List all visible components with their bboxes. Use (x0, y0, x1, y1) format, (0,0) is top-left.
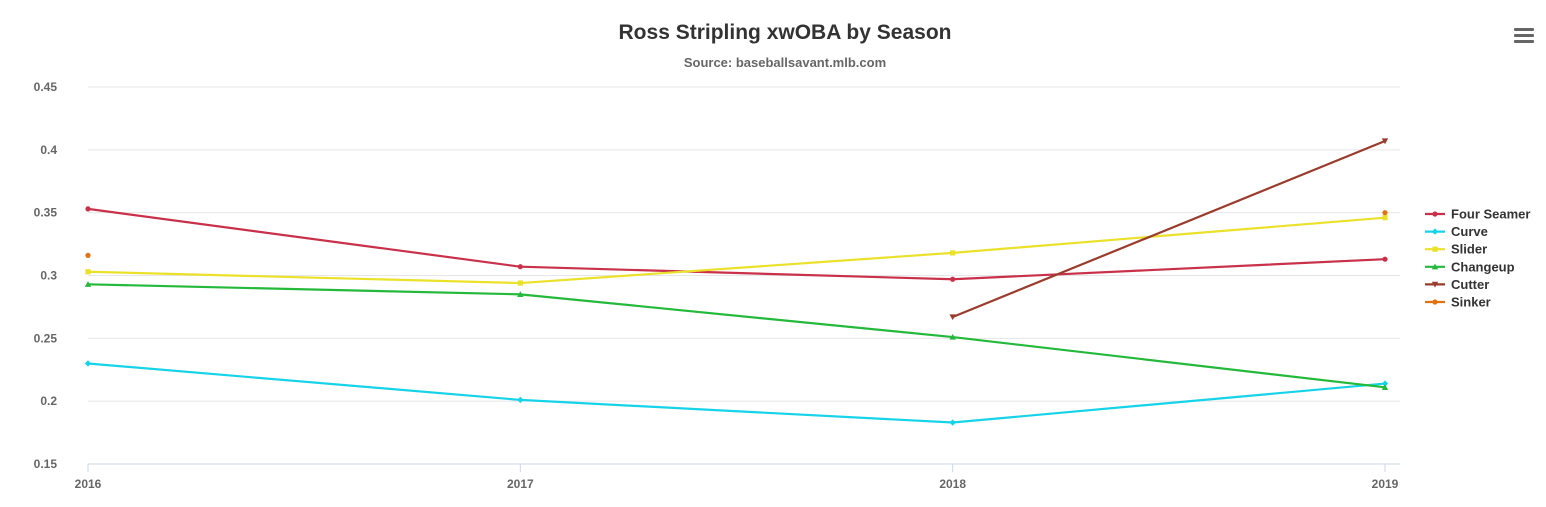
data-point-curve[interactable] (517, 396, 524, 404)
legend-marker-sinker[interactable] (1432, 299, 1438, 305)
legend-item-four-seamer[interactable]: Four Seamer (1425, 207, 1530, 222)
legend-label: Sinker (1451, 295, 1491, 310)
hamburger-menu-icon[interactable] (1514, 28, 1534, 43)
legend-marker-cutter[interactable] (1431, 281, 1439, 288)
series-line-four-seamer[interactable] (87, 207, 1386, 281)
legend-item-slider[interactable]: Slider (1425, 242, 1487, 257)
y-tick-label: 0.35 (34, 206, 58, 220)
data-point-slider[interactable] (517, 280, 523, 286)
series-line-curve[interactable] (87, 362, 1386, 424)
y-tick-label: 0.2 (40, 394, 57, 408)
data-point-slider[interactable] (1382, 215, 1388, 221)
chart-title: Ross Stripling xwOBA by Season (619, 21, 952, 44)
legend-label: Four Seamer (1451, 207, 1530, 222)
data-point-four-seamer[interactable] (1382, 256, 1388, 262)
data-point-slider[interactable] (85, 269, 91, 275)
legend-marker-four-seamer[interactable] (1432, 211, 1438, 217)
data-point-curve[interactable] (1381, 380, 1389, 387)
series-changeup (84, 281, 1389, 390)
legend-marker-curve[interactable] (1431, 228, 1439, 235)
data-point-changeup[interactable] (517, 291, 524, 297)
data-point-four-seamer[interactable] (85, 206, 91, 212)
series-lines (84, 138, 1389, 426)
legend: Four Seamer Curve Slider Changeup Cutter Sink… (1425, 207, 1530, 310)
legend-label: Slider (1451, 242, 1487, 257)
data-point-four-seamer[interactable] (517, 264, 523, 270)
series-sinker (85, 210, 1388, 258)
x-tick-label: 2019 (1372, 477, 1399, 491)
y-tick-label: 0.3 (40, 269, 57, 283)
y-tick-label: 0.25 (34, 331, 58, 345)
data-point-sinker[interactable] (1382, 210, 1388, 216)
legend-item-curve[interactable]: Curve (1425, 224, 1488, 239)
y-tick-label: 0.45 (34, 80, 58, 94)
axes: 0.15 0.2 0.25 0.3 0.35 0.4 0.45 2016 2017 2018 201… (34, 80, 1400, 491)
y-tick-label: 0.15 (34, 457, 58, 471)
data-point-changeup[interactable] (1381, 384, 1389, 390)
series-cutter (949, 138, 1389, 321)
legend-item-cutter[interactable]: Cutter (1425, 277, 1489, 292)
chart-subtitle: Source: baseballsavant.mlb.com (684, 55, 886, 70)
x-tick-label: 2017 (507, 477, 534, 491)
series-line-cutter[interactable] (952, 140, 1386, 318)
series-curve (84, 360, 1389, 426)
legend-label: Curve (1451, 224, 1488, 239)
x-tick-label: 2016 (75, 477, 102, 491)
y-tick-label: 0.4 (40, 143, 57, 157)
data-point-curve[interactable] (84, 360, 92, 367)
data-point-cutter[interactable] (949, 314, 956, 321)
legend-label: Cutter (1451, 277, 1489, 292)
data-point-four-seamer[interactable] (950, 276, 956, 282)
series-line-changeup[interactable] (87, 283, 1386, 389)
x-tick-label: 2018 (939, 477, 966, 491)
series-four-seamer (85, 206, 1388, 282)
legend-marker-changeup[interactable] (1431, 263, 1439, 270)
legend-label: Changeup (1451, 259, 1515, 274)
data-point-cutter[interactable] (1381, 138, 1389, 145)
data-point-changeup[interactable] (949, 333, 956, 340)
grid-lines (88, 86, 1400, 402)
series-slider (85, 215, 1388, 286)
legend-marker-slider[interactable] (1432, 246, 1438, 252)
legend-item-changeup[interactable]: Changeup (1425, 259, 1515, 274)
legend-item-sinker[interactable]: Sinker (1425, 295, 1491, 310)
data-point-changeup[interactable] (84, 281, 92, 287)
data-point-slider[interactable] (950, 250, 956, 256)
data-point-curve[interactable] (949, 419, 956, 426)
data-point-sinker[interactable] (85, 252, 91, 258)
series-line-slider[interactable] (87, 216, 1386, 285)
